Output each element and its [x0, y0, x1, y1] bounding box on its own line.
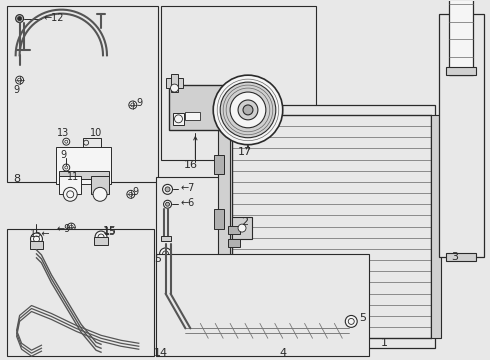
- Circle shape: [164, 200, 171, 208]
- Bar: [171, 74, 178, 92]
- Bar: [83, 138, 101, 148]
- Circle shape: [63, 187, 77, 201]
- Bar: [431, 115, 441, 338]
- Bar: [59, 171, 109, 179]
- Text: 8: 8: [14, 175, 21, 184]
- Circle shape: [18, 17, 22, 21]
- Bar: [228, 226, 240, 234]
- Circle shape: [67, 223, 75, 231]
- Circle shape: [166, 202, 170, 206]
- Circle shape: [230, 92, 266, 128]
- Bar: [91, 176, 109, 194]
- Bar: [448, 0, 473, 75]
- Circle shape: [127, 190, 135, 198]
- Circle shape: [243, 105, 253, 115]
- Bar: [7, 229, 154, 356]
- Circle shape: [213, 75, 283, 145]
- Circle shape: [63, 164, 70, 171]
- Text: 16: 16: [183, 159, 197, 170]
- Circle shape: [95, 231, 107, 243]
- Bar: [161, 236, 171, 241]
- Circle shape: [174, 115, 182, 123]
- Circle shape: [220, 82, 276, 138]
- Bar: [29, 241, 44, 249]
- Circle shape: [16, 76, 24, 84]
- Text: 5: 5: [359, 314, 366, 323]
- Text: ←12: ←12: [44, 13, 64, 23]
- Text: 15: 15: [104, 227, 117, 237]
- Bar: [59, 176, 81, 194]
- Text: ←9: ←9: [56, 224, 71, 234]
- Bar: [232, 217, 252, 239]
- Text: 2: 2: [242, 217, 248, 227]
- Bar: [169, 85, 223, 130]
- Text: 11: 11: [67, 172, 79, 183]
- Text: 5: 5: [154, 254, 161, 264]
- Text: 1: 1: [381, 338, 388, 348]
- Text: 15←: 15←: [29, 229, 50, 239]
- Bar: [185, 112, 200, 120]
- Text: 17: 17: [238, 147, 252, 157]
- Circle shape: [457, 15, 466, 26]
- Circle shape: [165, 187, 170, 192]
- Circle shape: [459, 18, 464, 23]
- Bar: [94, 237, 108, 245]
- Bar: [439, 14, 484, 257]
- Circle shape: [459, 39, 465, 45]
- Circle shape: [160, 248, 172, 260]
- Text: 3: 3: [451, 252, 458, 262]
- Text: ←6: ←6: [180, 198, 195, 208]
- Bar: [161, 6, 317, 159]
- Text: 4: 4: [279, 348, 286, 358]
- Text: 9: 9: [14, 85, 20, 95]
- Circle shape: [238, 224, 246, 232]
- Text: 9: 9: [137, 98, 143, 108]
- Bar: [166, 78, 183, 88]
- Text: 14: 14: [153, 348, 168, 358]
- Text: 13: 13: [57, 128, 70, 138]
- Circle shape: [93, 187, 107, 201]
- Circle shape: [129, 101, 137, 109]
- Circle shape: [238, 100, 258, 120]
- Circle shape: [163, 184, 172, 194]
- Bar: [156, 254, 369, 356]
- Circle shape: [171, 84, 178, 92]
- Bar: [214, 264, 224, 284]
- Bar: [56, 147, 111, 184]
- Circle shape: [345, 315, 357, 327]
- Circle shape: [16, 15, 24, 23]
- Text: 9: 9: [133, 187, 139, 197]
- Bar: [445, 67, 476, 75]
- Bar: [7, 6, 158, 183]
- Bar: [172, 113, 184, 125]
- Bar: [220, 105, 435, 348]
- Text: 9: 9: [60, 150, 66, 159]
- Text: ←7: ←7: [180, 183, 195, 193]
- Bar: [228, 239, 240, 247]
- Bar: [214, 154, 224, 175]
- Bar: [445, 253, 476, 261]
- Circle shape: [458, 28, 466, 36]
- Bar: [218, 115, 230, 338]
- Circle shape: [30, 233, 43, 245]
- Text: 10: 10: [90, 128, 102, 138]
- Text: 15: 15: [103, 226, 117, 236]
- Bar: [214, 209, 224, 229]
- Bar: [156, 177, 227, 257]
- Circle shape: [63, 138, 70, 145]
